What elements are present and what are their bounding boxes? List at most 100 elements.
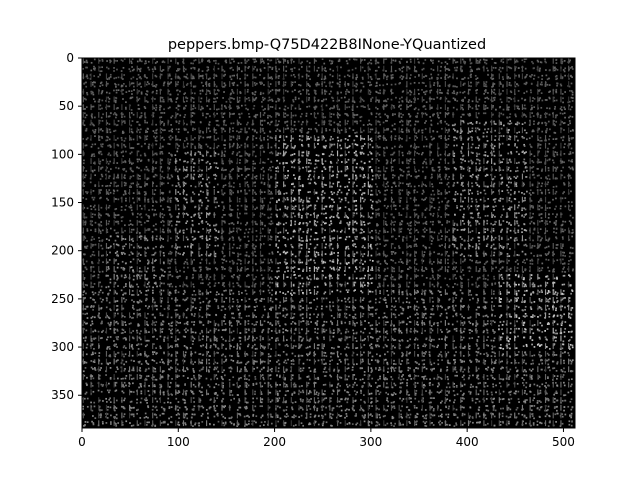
image-block-speckle	[362, 129, 365, 132]
image-block-speckle	[453, 144, 456, 147]
image-block-speckle	[94, 130, 97, 133]
image-block-speckle	[369, 138, 372, 141]
image-block-speckle	[545, 131, 548, 134]
image-block-speckle	[209, 167, 212, 170]
image-block-stripe	[244, 96, 246, 103]
image-block-speckle	[471, 70, 473, 72]
image-block-stripe	[544, 142, 547, 149]
image-block-speckle	[240, 104, 243, 107]
image-block-stripe	[267, 189, 269, 195]
image-block-speckle	[361, 151, 364, 154]
image-block-speckle	[447, 107, 449, 109]
image-block-stripe	[429, 196, 431, 203]
image-block-speckle	[322, 153, 324, 156]
image-block-speckle	[476, 77, 479, 80]
image-block-speckle	[475, 182, 478, 184]
image-block-speckle	[270, 191, 273, 193]
image-block-speckle	[454, 99, 457, 102]
image-block-speckle	[223, 112, 226, 115]
image-block-speckle	[522, 160, 525, 163]
image-block-speckle	[417, 108, 420, 111]
image-block-speckle	[552, 138, 555, 140]
image-block-speckle	[364, 106, 366, 108]
image-block-speckle	[163, 100, 165, 103]
image-block-speckle	[340, 139, 343, 141]
image-block-speckle	[230, 78, 233, 81]
image-block-speckle	[417, 146, 420, 148]
image-block-speckle	[293, 73, 295, 76]
image-block-stripe	[290, 196, 292, 203]
image-block-speckle	[390, 74, 393, 77]
image-block-stripe	[290, 127, 292, 134]
image-block-speckle	[518, 153, 520, 156]
image-block-speckle	[239, 155, 241, 158]
image-block-speckle	[447, 185, 450, 188]
image-block-speckle	[484, 200, 486, 202]
image-block-stripe	[306, 96, 308, 103]
image-block-speckle	[168, 163, 171, 165]
image-block-stripe	[82, 58, 84, 64]
image-block-speckle	[375, 82, 378, 85]
image-block-stripe	[82, 104, 84, 111]
image-block-speckle	[461, 181, 464, 184]
image-block-stripe	[206, 73, 208, 80]
image-block-speckle	[139, 116, 141, 119]
image-block-speckle	[409, 105, 411, 107]
image-block-speckle	[175, 107, 178, 109]
image-block-speckle	[467, 147, 470, 150]
image-block-speckle	[140, 114, 143, 117]
image-block-stripe	[313, 142, 316, 149]
image-block-speckle	[407, 194, 410, 196]
image-block-speckle	[347, 114, 349, 117]
image-block-speckle	[109, 59, 111, 62]
image-block-speckle	[278, 189, 280, 192]
image-block-speckle	[233, 74, 235, 77]
image-block-speckle	[143, 105, 146, 108]
image-block-speckle	[254, 98, 257, 100]
image-block-speckle	[131, 96, 134, 99]
image-block-speckle	[130, 186, 132, 188]
image-block-speckle	[448, 129, 450, 132]
image-block-speckle	[546, 183, 549, 186]
image-block-speckle	[302, 166, 304, 169]
image-block-speckle	[447, 167, 450, 170]
image-block-speckle	[493, 120, 495, 123]
image-block-speckle	[294, 89, 296, 91]
image-block-speckle	[484, 143, 486, 146]
image-block-speckle	[84, 112, 86, 115]
image-block-speckle	[492, 147, 495, 150]
image-block-speckle	[191, 143, 194, 146]
image-block-speckle	[359, 90, 362, 93]
image-block-speckle	[90, 208, 93, 211]
image-block-speckle	[264, 108, 266, 110]
image-block-speckle	[167, 182, 169, 185]
image-block-speckle	[400, 130, 403, 133]
image-block-speckle	[107, 206, 110, 209]
image-block-speckle	[145, 131, 147, 134]
image-block-speckle	[363, 174, 366, 176]
image-block-speckle	[477, 174, 480, 177]
image-block-speckle	[100, 70, 103, 73]
image-block-speckle	[525, 115, 528, 118]
image-block-speckle	[425, 120, 427, 122]
image-block-speckle	[337, 139, 340, 142]
image-block-speckle	[323, 81, 326, 84]
image-block-speckle	[260, 101, 263, 103]
image-block-speckle	[317, 112, 319, 115]
image-block-stripe	[267, 181, 269, 188]
image-block-speckle	[139, 131, 141, 134]
image-block-speckle	[445, 112, 448, 115]
image-block-stripe	[213, 196, 215, 203]
image-block-speckle	[401, 96, 403, 99]
image-block-speckle	[117, 167, 120, 170]
image-block-speckle	[108, 98, 111, 100]
image-block-speckle	[456, 181, 459, 184]
image-block-speckle	[298, 84, 300, 86]
image-block-speckle	[292, 114, 294, 117]
image-block-speckle	[125, 199, 127, 202]
image-block-speckle	[277, 123, 280, 126]
image-block-speckle	[415, 170, 417, 173]
image-block-speckle	[371, 146, 374, 149]
image-block-speckle	[540, 61, 543, 64]
image-block-stripe	[221, 150, 223, 157]
